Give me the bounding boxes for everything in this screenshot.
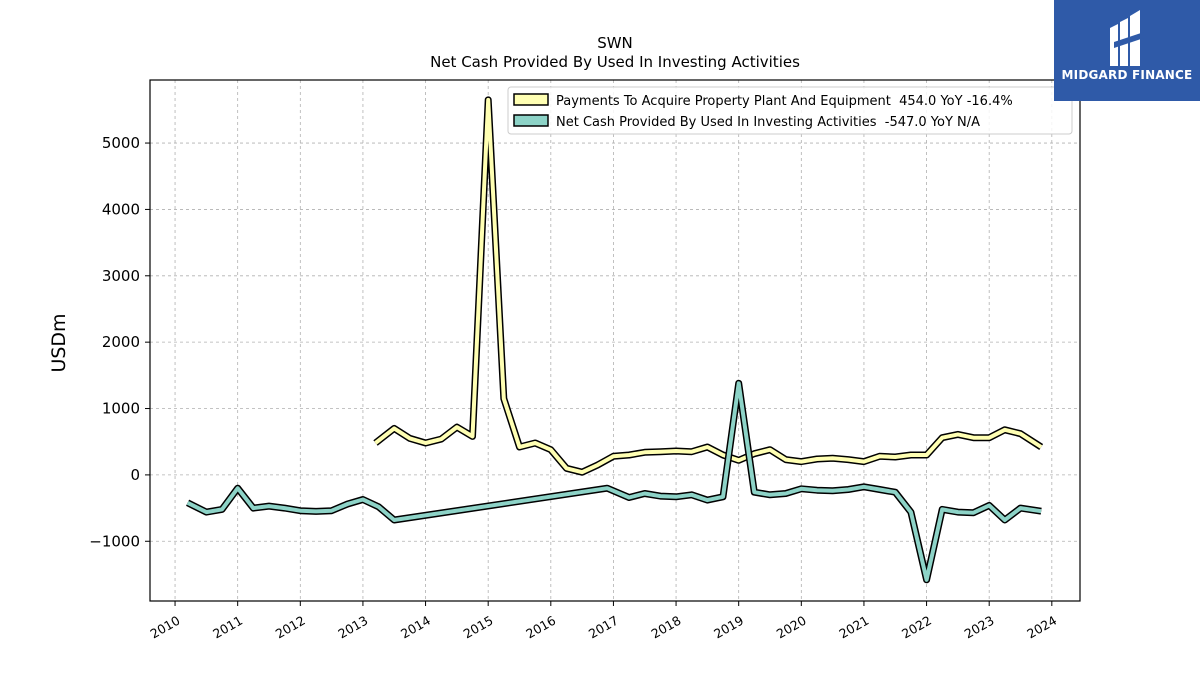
y-tick-label: 4000 [102, 200, 140, 218]
y-tick-label: 1000 [102, 400, 140, 418]
legend-label-capex: Payments To Acquire Property Plant And E… [556, 94, 1013, 109]
legend-label-investing: Net Cash Provided By Used In Investing A… [556, 115, 980, 130]
legend-swatch-capex [513, 93, 549, 106]
series-capex-line [373, 96, 1044, 476]
logo-text: MIDGARD FINANCE [1061, 68, 1193, 82]
x-tick-label: 2019 [711, 613, 746, 642]
series-outline [186, 379, 1042, 584]
y-tick-label: 5000 [102, 134, 140, 152]
x-tick-label: 2020 [774, 613, 809, 642]
x-tick-label: 2024 [1024, 613, 1059, 642]
grid-lines [150, 80, 1080, 601]
x-tick-label: 2021 [836, 613, 871, 642]
x-tick-label: 2013 [335, 613, 370, 642]
x-tick-label: 2016 [523, 613, 558, 642]
series-stroke [374, 97, 1043, 475]
x-tick-label: 2015 [461, 613, 496, 642]
x-tick-label: 2023 [962, 613, 997, 642]
plot-area-frame [149, 79, 1081, 602]
series-stroke [186, 381, 1042, 582]
x-tick-label: 2012 [273, 613, 308, 642]
x-tick-label: 2018 [649, 613, 684, 642]
series-lines [186, 96, 1044, 584]
y-tick-label: 0 [130, 466, 140, 484]
x-tick-label: 2022 [899, 613, 934, 642]
y-tick-label: 2000 [102, 333, 140, 351]
midgard-finance-logo: MIDGARD FINANCE [1054, 0, 1200, 101]
series-investing-line [186, 379, 1042, 584]
legend-swatch-investing [513, 114, 549, 127]
x-tick-label: 2017 [586, 613, 621, 642]
legend-box [507, 86, 1073, 135]
x-tick-label: 2011 [210, 613, 245, 642]
legend: Payments To Acquire Property Plant And E… [507, 86, 1073, 135]
chart-title: SWN [597, 34, 633, 52]
y-tick-label: −1000 [89, 532, 140, 550]
chart-subtitle: Net Cash Provided By Used In Investing A… [430, 53, 800, 71]
y-tick-label: 3000 [102, 267, 140, 285]
midgard-logo-icon [1110, 10, 1144, 66]
x-tick-label: 2010 [148, 613, 183, 642]
axes: −1000 0 1000 2000 3000 4000 5000 2010 2011 2012 20… [89, 134, 1059, 641]
y-axis-label: USDm [48, 313, 70, 372]
x-tick-label: 2014 [398, 613, 433, 642]
